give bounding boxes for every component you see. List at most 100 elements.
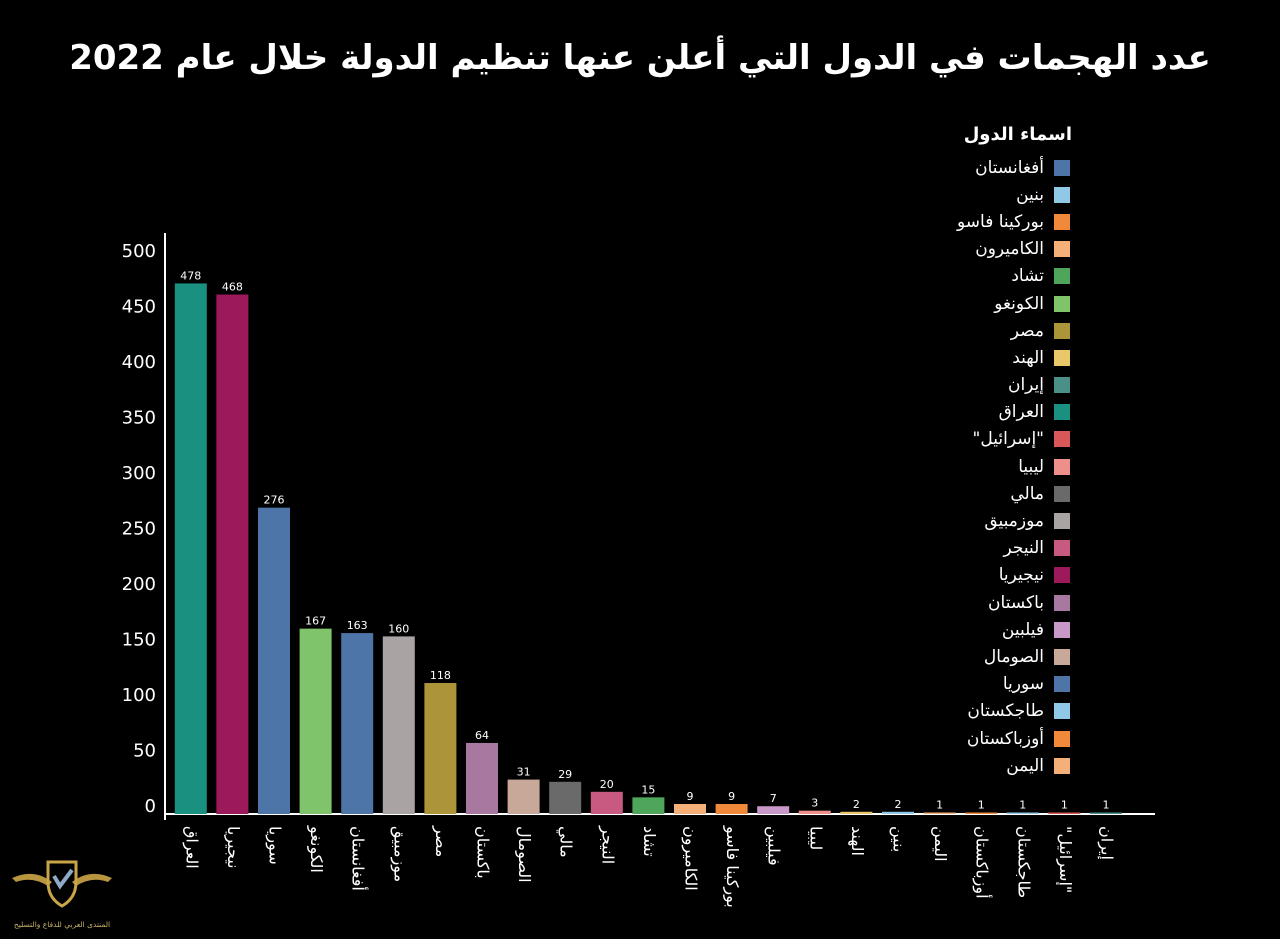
x-tick-label: الكاميرون [681,826,701,891]
x-tick-label: إيران [1097,826,1117,860]
bar [1090,812,1122,814]
bar [632,797,665,814]
data-label: 1 [1061,799,1068,812]
y-tick-label: 250 [122,519,156,540]
data-label: 468 [222,281,243,294]
x-tick-label: العراق [181,826,201,869]
legend-swatch [1054,377,1070,394]
legend-label: اليمن [1006,755,1044,776]
legend-swatch [1054,241,1070,258]
legend-label: فيلبين [1001,619,1044,640]
x-tick-label: نيجيريا [223,826,243,869]
legend-swatch [1054,540,1070,557]
legend-item: موزمبيق [810,507,1070,534]
bars [174,283,1122,814]
bar [757,806,790,814]
data-label: 1 [1019,799,1026,812]
legend-item: سوريا [810,671,1070,698]
bar [590,791,623,814]
legend-label: الهند [1012,347,1044,368]
legend-swatch [1054,404,1070,421]
legend-item: فيلبين [810,616,1070,643]
legend-item: مصر [810,317,1070,344]
legend-item: إيران [810,372,1070,399]
y-tick-label: 450 [122,297,156,318]
legend-item: النيجر [810,535,1070,562]
data-label: 7 [770,792,777,805]
data-label: 20 [600,778,614,791]
legend-item: نيجيريا [810,562,1070,589]
legend-item: أوزباكستان [810,725,1070,752]
x-tick-label: الكونغو [306,825,326,873]
legend-label: تشاد [1011,266,1044,287]
bar [382,636,415,814]
x-tick-label: موزمبيق [389,826,409,882]
data-label: 163 [347,619,368,632]
legend-item: اليمن [810,752,1070,779]
legend-label: أوزباكستان [966,728,1044,749]
legend-swatch [1054,730,1070,747]
bar [1048,812,1081,814]
legend-label: الصومال [983,646,1044,667]
legend-label: العراق [998,402,1044,423]
bar [549,781,582,814]
legend-title: اسماء الدول [963,124,1072,145]
legend-label: باكستان [988,592,1044,613]
x-tick-label: بنين [889,826,909,852]
y-tick-label: 50 [133,741,156,762]
legend-item: باكستان [810,589,1070,616]
data-label: 1 [1103,799,1110,812]
watermark: المنتدى العربي للدفاع والتسليح [8,852,116,936]
legend-swatch [1054,213,1070,230]
legend-item: أفغانستان [810,154,1070,181]
legend-item: بنين [810,181,1070,208]
bar [798,810,831,814]
bar [674,804,706,814]
legend-swatch [1054,703,1070,720]
x-tick-label: النيجر [597,825,617,864]
bar [299,628,332,814]
chart-title: عدد الهجمات في الدول التي أعلن عنها تنظي… [69,38,1211,78]
legend-swatch [1054,295,1070,312]
legend-item: الهند [810,344,1070,371]
legend-swatch [1054,676,1070,693]
legend-item: بوركينا فاسو [810,208,1070,235]
data-label: 167 [305,615,326,628]
bar [1006,812,1039,814]
x-tick-label: الصومال [514,826,534,883]
y-tick-label: 400 [122,352,156,373]
legend-item: الكونغو [810,290,1070,317]
x-tick-label: اليمن [930,826,950,862]
y-tick-label: 350 [122,408,156,429]
shield-eagle-icon [12,860,112,908]
data-label: 118 [430,669,451,682]
y-tick-label: 300 [122,463,156,484]
legend-label: "إسرائيل" [972,429,1044,450]
x-tick-label: سوريا [265,826,285,865]
legend-label: بوركينا فاسو [957,211,1044,232]
bar [216,294,249,814]
x-tick-label: أوزباكستان [972,826,993,899]
x-tick-label: تشاد [640,826,659,857]
bar [882,811,914,814]
legend-label: الكونغو [994,293,1044,314]
legend-label: نيجيريا [998,565,1044,586]
legend-item: طاجكستان [810,698,1070,725]
data-label: 9 [728,790,735,803]
bar [840,811,873,814]
y-tick-label: 0 [145,796,156,817]
data-label: 31 [517,766,531,779]
y-tick-label: 100 [122,685,156,706]
legend-label: بنين [1016,184,1044,205]
legend-item: "إسرائيل" [810,426,1070,453]
legend-label: مالي [1010,483,1044,504]
legend-label: مصر [1010,320,1044,341]
legend-item: العراق [810,399,1070,426]
x-tick-label: طاجكستان [1014,826,1033,898]
legend-swatch [1054,458,1070,475]
bar [715,804,748,814]
legend-items: أفغانستان بنين بوركينا فاسو الكاميرون تشاد ال… [810,154,1070,779]
data-label: 1 [936,799,943,812]
legend-item: تشاد [810,263,1070,290]
